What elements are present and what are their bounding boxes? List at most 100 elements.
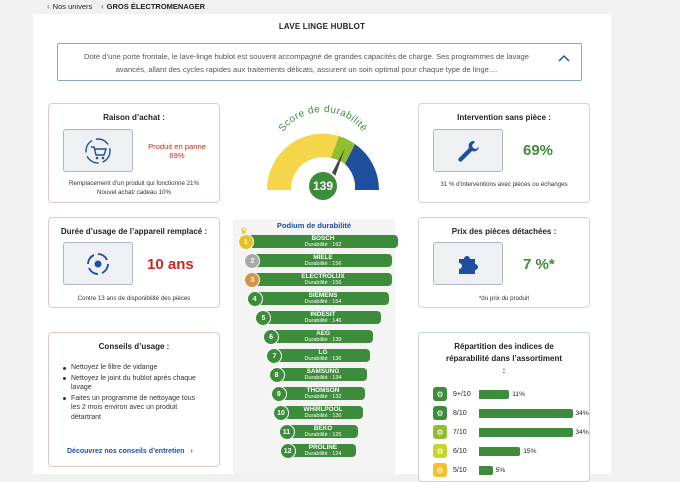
repair-gear-icon: ⚙ xyxy=(433,406,447,420)
maintenance-advice-link-label: Découvrez nos conseils d’entretien xyxy=(67,448,185,455)
podium-score: Durabilité : 156 xyxy=(304,280,342,286)
repairability-bar xyxy=(479,408,573,418)
durability-gauge: Score de durabilité 139 xyxy=(266,104,379,202)
intervention-title: Intervention sans pièce : xyxy=(457,113,551,122)
description-text: Doté d’une porte frontale, le lave-linge… xyxy=(84,52,529,74)
podium-row: AEG Durabilité : 139 6 xyxy=(263,329,373,345)
podium-row: WHIRLPOOL Durabilité : 130 10 xyxy=(273,405,363,421)
podium-row: SIEMENS Durabilité : 154 4 xyxy=(246,291,390,307)
podium-rank-badge: 6 xyxy=(263,329,280,345)
podium-rank-badge: 9 xyxy=(270,386,287,402)
purchase-line-1: Remplacement d’un produit qui fonctionne… xyxy=(68,180,200,187)
repairability-pct: 34% xyxy=(575,409,589,417)
repairability-label: 9+/10 xyxy=(453,390,471,398)
repair-gear-icon: ⚙ xyxy=(433,425,447,439)
back-link-gros-electromenager[interactable]: ‹ GROS ÉLECTROMENAGER xyxy=(101,2,205,11)
repairability-card: Répartition des indices de réparabilité … xyxy=(418,332,590,482)
usage-advice-card: Conseils d’usage : Nettoyez le filtre de… xyxy=(48,332,220,467)
podium-bar: PROLINE Durabilité : 124 xyxy=(289,444,357,457)
podium-brand: THOMSON xyxy=(306,387,340,394)
advice-list: Nettoyez le filtre de vidange Nettoyez l… xyxy=(63,363,203,423)
description-box[interactable]: Doté d’une porte frontale, le lave-linge… xyxy=(57,43,582,81)
gauge-score-value: 139 xyxy=(313,179,333,193)
podium-row: PROLINE Durabilité : 124 12 xyxy=(279,443,357,459)
podium-bar: ELECTROLUX Durabilité : 156 xyxy=(254,273,392,286)
podium-brand: SIEMENS xyxy=(308,292,338,299)
usage-duration-card: Durée d’usage de l’appareil remplacé : 1… xyxy=(48,217,220,308)
repairability-row: ⚙ 8/10 34% xyxy=(433,405,589,421)
repairability-pct: 15% xyxy=(523,447,537,455)
podium-score: Durabilité : 162 xyxy=(304,242,342,248)
podium-title: Podium de durabilité xyxy=(276,221,352,230)
svg-text:Score de durabilité: Score de durabilité xyxy=(277,104,370,134)
podium-score: Durabilité : 146 xyxy=(304,318,342,324)
podium-brand: LG xyxy=(318,349,328,356)
repairability-pct: 5% xyxy=(495,466,506,474)
repair-gear-icon: ⚙ xyxy=(433,444,447,458)
back-link-univers[interactable]: ‹ Nos univers xyxy=(47,2,92,11)
parts-price-value: 7 %* xyxy=(523,256,555,273)
podium-row: BOSCH Durabilité : 162 1 ♛ xyxy=(237,226,399,250)
advice-item: Faites un programme de nettoyage tous le… xyxy=(63,394,203,423)
podium-score: Durabilité : 124 xyxy=(304,451,342,457)
podium-bar: WHIRLPOOL Durabilité : 130 xyxy=(283,406,363,419)
podium-score: Durabilité : 132 xyxy=(304,394,342,400)
breadcrumb-univers: Nos univers xyxy=(52,2,93,11)
durability-sheet: LAVE LINGE HUBLOT Doté d’une porte front… xyxy=(33,14,611,482)
podium-row: INDESIT Durabilité : 146 5 xyxy=(255,310,381,326)
podium-bar: AEG Durabilité : 139 xyxy=(273,330,373,343)
podium-bar: BOSCH Durabilité : 162 xyxy=(247,235,399,248)
purchase-line-2: Nouvel achat/ cadeau 10% xyxy=(97,188,171,196)
repairability-label: 5/10 xyxy=(453,466,467,474)
podium-score: Durabilité : 156 xyxy=(304,261,342,267)
cycle-icon xyxy=(87,252,109,275)
purchase-reason-card: Raison d’achat : Produit en panne 69% Re… xyxy=(48,103,220,203)
podium-rank-badge: 5 xyxy=(255,310,272,326)
podium-bar: INDESIT Durabilité : 146 xyxy=(265,311,381,324)
podium-score: Durabilité : 154 xyxy=(304,299,342,305)
repairability-label: 7/10 xyxy=(453,428,467,436)
repairability-pct: 34% xyxy=(575,428,589,436)
puzzle-icon xyxy=(459,255,478,274)
repairability-row: ⚙ 5/10 5% xyxy=(433,462,505,478)
wrench-icon xyxy=(458,140,479,162)
shopping-cart-iconbox xyxy=(63,129,133,172)
podium-rank-badge: 7 xyxy=(266,348,283,364)
breadcrumb-bar: ‹ Nos univers ‹ GROS ÉLECTROMENAGER xyxy=(0,0,680,14)
page-title: LAVE LINGE HUBLOT xyxy=(278,22,366,31)
podium-rank-badge: 8 xyxy=(268,367,285,383)
repair-gear-icon: ⚙ xyxy=(433,463,447,477)
repairability-bar xyxy=(479,465,493,475)
podium-score: Durabilité : 136 xyxy=(304,356,342,362)
gauge-score-circle xyxy=(307,170,339,202)
usage-duration-value: 10 ans xyxy=(147,256,194,273)
podium-row: THOMSON Durabilité : 132 9 xyxy=(270,386,366,402)
purchase-main-pct: 69% xyxy=(169,151,185,160)
repairability-label: 6/10 xyxy=(453,447,467,455)
podium-row: BEKO Durabilité : 125 11 xyxy=(278,424,358,440)
usage-duration-title: Durée d’usage de l’appareil remplacé : xyxy=(60,227,208,236)
durability-podium: Podium de durabilité BOSCH Durabilité : 1… xyxy=(233,219,399,474)
parts-price-note: *du prix du produit xyxy=(478,295,530,302)
podium-bar: LG Durabilité : 136 xyxy=(276,349,370,362)
maintenance-advice-link[interactable]: Découvrez nos conseils d’entretien › xyxy=(67,448,193,455)
repairability-row: ⚙ 7/10 34% xyxy=(433,424,589,440)
purchase-main-label: Produit en panne xyxy=(148,142,206,151)
podium-rank-badge: 10 xyxy=(273,405,289,421)
podium-rank-badge: 3 xyxy=(244,272,261,288)
chevron-left-icon: ‹ xyxy=(47,2,50,11)
repairability-row: ⚙ 6/10 15% xyxy=(433,443,536,459)
podium-row: ELECTROLUX Durabilité : 156 3 xyxy=(244,272,392,288)
podium-rank-badge: 4 xyxy=(246,291,263,307)
podium-bar: BEKO Durabilité : 125 xyxy=(288,425,358,438)
podium-bar: SIEMENS Durabilité : 154 xyxy=(256,292,390,305)
podium-score: Durabilité : 134 xyxy=(304,375,342,381)
podium-rank-badge: 1 xyxy=(237,234,254,250)
podium-row: SAMSUNG Durabilité : 134 8 xyxy=(268,367,368,383)
parts-price-card: Prix des pièces détachées : 7 %* *du pri… xyxy=(418,217,590,308)
podium-brand: ELECTROLUX xyxy=(301,273,345,280)
repairability-row: ⚙ 9+/10 11% xyxy=(433,386,525,402)
intervention-card: Intervention sans pièce : 69% 31 % d’int… xyxy=(418,103,590,203)
chevron-up-icon[interactable] xyxy=(557,52,571,66)
podium-rank-badge: 2 xyxy=(244,253,261,269)
